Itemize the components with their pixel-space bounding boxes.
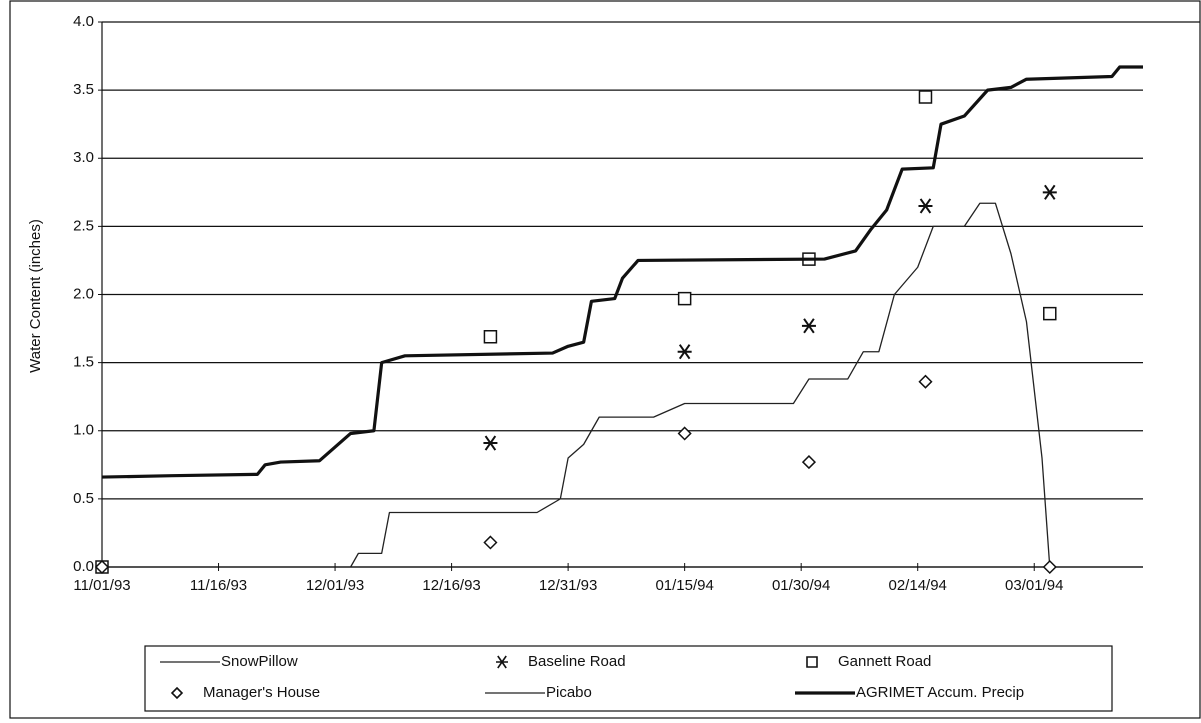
point [918, 90, 933, 104]
x-tick-label: 01/30/94 [772, 577, 830, 594]
y-tick-label: 0.5 [73, 490, 94, 507]
point [801, 318, 816, 334]
x-tick-label: 12/01/93 [306, 577, 364, 594]
y-tick-label: 0.0 [73, 558, 94, 575]
point [677, 344, 692, 360]
y-tick-label: 2.0 [73, 285, 94, 302]
point [1042, 559, 1057, 575]
x-tick-label: 12/16/93 [422, 577, 480, 594]
point [483, 535, 498, 550]
legend-label: Manager's House [203, 684, 320, 701]
x-tick-label: 11/01/93 [73, 577, 130, 594]
y-tick-label: 1.5 [73, 354, 94, 371]
y-tick-label: 3.0 [73, 149, 94, 166]
x-tick-label: 02/14/94 [889, 577, 947, 594]
series-line [101, 65, 1143, 479]
point [1042, 184, 1057, 200]
point [1043, 306, 1057, 321]
point [918, 198, 933, 214]
point [94, 559, 110, 575]
legend-label: SnowPillow [221, 653, 298, 670]
legend-box [144, 645, 1113, 712]
legend-label: Gannett Road [838, 653, 931, 670]
y-tick-label: 1.0 [73, 422, 94, 439]
x-tick-label: 12/31/93 [539, 577, 597, 594]
y-axis-label: Water Content (inches) [27, 219, 44, 373]
y-tick-label: 3.5 [73, 81, 94, 98]
chart-frame [9, 0, 1201, 719]
x-tick-label: 03/01/94 [1005, 577, 1063, 594]
y-tick-label: 2.5 [73, 217, 94, 234]
legend-swatch [806, 656, 818, 668]
x-tick-label: 11/16/93 [190, 577, 247, 594]
legend-swatch [496, 655, 508, 669]
legend-label: AGRIMET Accum. Precip [856, 684, 1024, 701]
point [483, 435, 498, 451]
legend-swatch [170, 686, 184, 700]
point [677, 426, 692, 441]
point [918, 374, 933, 389]
point [483, 329, 498, 344]
point [677, 291, 692, 306]
point [801, 455, 817, 470]
series-line [350, 202, 1051, 568]
y-tick-label: 4.0 [73, 13, 94, 30]
x-tick-label: 01/15/94 [655, 577, 713, 594]
legend-label: Picabo [546, 684, 592, 701]
legend-label: Baseline Road [528, 653, 626, 670]
